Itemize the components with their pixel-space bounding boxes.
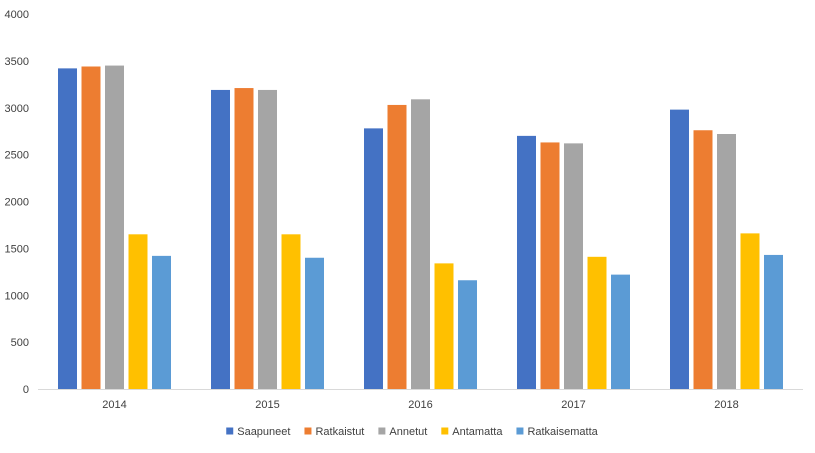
y-axis: 0 500 1000 1500 2000 2500 3000 3500 4000 [5,9,29,396]
legend-label: Antamatta [452,426,503,438]
bar-antamatta-2016 [434,263,454,389]
legend-label: Saapuneet [237,426,290,438]
bar-annetut-2014 [105,65,124,389]
legend-item-ratkaisematta: Ratkaisematta [516,426,599,438]
bar-antamatta-2014 [128,234,148,389]
legend-item-antamatta: Antamatta [441,426,503,438]
x-axis: 2014 2015 2016 2017 2018 [102,399,738,411]
bar-annetut-2018 [717,134,736,389]
bar-annetut-2016 [411,99,430,389]
legend-swatch [516,427,524,435]
bar-saapuneet-2017 [517,135,536,389]
x-tick-label: 2015 [255,399,279,411]
bar-ratkaisematta-2018 [764,254,783,389]
bar-antamatta-2017 [587,256,607,389]
bar-ratkaisematta-2015 [305,257,324,389]
y-tick-label: 4000 [5,9,29,21]
x-tick-label: 2016 [408,399,432,411]
x-tick-label: 2014 [102,399,126,411]
legend-label: Ratkaistut [315,426,364,438]
legend-item-annetut: Annetut [378,426,427,438]
bar-ratkaistut-2017 [540,142,560,389]
bar-ratkaisematta-2016 [458,280,477,389]
bar-ratkaistut-2016 [387,104,407,389]
x-tick-label: 2017 [561,399,585,411]
y-tick-label: 1500 [5,243,29,255]
y-tick-label: 1000 [5,290,29,302]
legend-swatch [304,427,312,435]
legend-swatch [226,427,234,435]
x-tick-label: 2018 [714,399,738,411]
bar-antamatta-2018 [740,233,760,389]
bar-antamatta-2015 [281,234,301,389]
bar-ratkaisematta-2014 [152,255,171,389]
legend-label: Ratkaisematta [527,426,598,438]
bar-saapuneet-2016 [364,128,383,389]
y-tick-label: 0 [23,384,29,396]
bar-ratkaistut-2015 [234,88,254,389]
legend: Saapuneet Ratkaistut Annetut Antamatta Ratka… [226,426,599,438]
bar-ratkaistut-2014 [81,66,101,389]
bar-ratkaisematta-2017 [611,274,630,389]
bar-saapuneet-2018 [670,109,689,389]
legend-swatch [441,427,449,435]
legend-label: Annetut [389,426,427,438]
bars [58,65,783,389]
legend-item-saapuneet: Saapuneet [226,426,290,438]
bar-annetut-2015 [258,89,277,389]
legend-swatch [378,427,386,435]
y-tick-label: 2000 [5,197,29,209]
bar-annetut-2017 [564,143,583,389]
y-tick-label: 3500 [5,56,29,68]
bar-saapuneet-2015 [211,89,230,389]
bar-saapuneet-2014 [58,68,77,389]
bar-ratkaistut-2018 [693,130,713,389]
y-tick-label: 500 [11,337,29,349]
legend-item-ratkaistut: Ratkaistut [304,426,364,438]
y-tick-label: 3000 [5,103,29,115]
y-tick-label: 2500 [5,150,29,162]
